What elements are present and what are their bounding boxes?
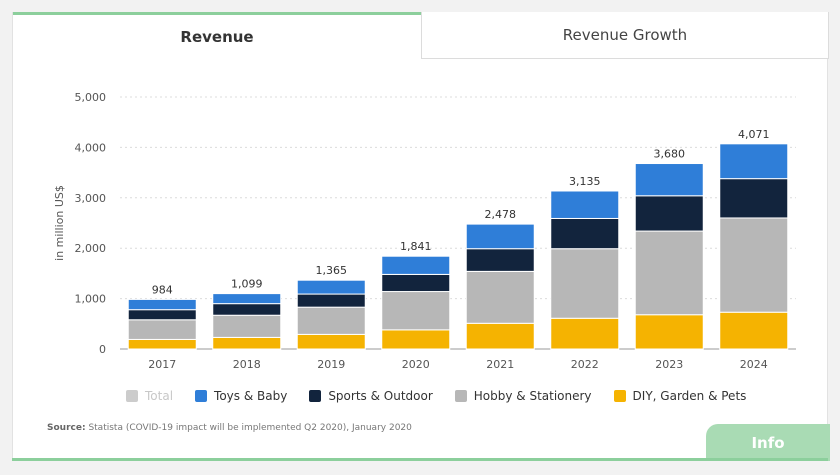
chart-legend: Total Toys & Baby Sports & Outdoor Hobby & …	[126, 389, 768, 403]
total-label: 984	[152, 283, 173, 296]
legend-label: Total	[145, 389, 174, 403]
x-tick-label: 2019	[317, 358, 345, 371]
y-axis-title: in million US$	[53, 185, 66, 261]
x-tick-label: 2023	[655, 358, 683, 371]
legend-label: Toys & Baby	[214, 389, 288, 403]
legend-swatch	[613, 390, 626, 402]
bar-segment	[550, 317, 620, 350]
bar-segment	[465, 248, 535, 272]
card-bottom-accent	[12, 458, 828, 461]
bar-segment	[381, 273, 451, 293]
x-tick-label: 2024	[740, 358, 768, 371]
bar-segment	[127, 298, 197, 311]
bar-segment	[634, 163, 704, 197]
legend-item[interactable]: Total	[126, 389, 173, 403]
bar-segment	[634, 314, 704, 350]
y-tick-label: 1,000	[75, 293, 107, 306]
total-label: 2,478	[485, 208, 517, 221]
bar-segment	[550, 217, 620, 250]
total-label: 1,841	[400, 240, 432, 253]
source-text: Statista (COVID-19 impact will be implem…	[88, 423, 412, 433]
bar-segment	[550, 190, 620, 219]
y-tick-label: 5,000	[75, 91, 107, 104]
bar-segment	[381, 291, 451, 331]
bar-segment	[634, 195, 704, 232]
legend-swatch	[309, 390, 322, 402]
bar-segment	[465, 322, 535, 350]
bar-segment	[719, 178, 789, 219]
bar-segment	[634, 230, 704, 316]
legend-item[interactable]: Sports & Outdoor	[309, 389, 433, 403]
bar-segment	[719, 311, 789, 350]
bar-segment	[127, 338, 197, 350]
bar-segment	[127, 309, 197, 321]
bar-segment	[465, 223, 535, 250]
x-tick-label: 2022	[571, 358, 599, 371]
bar-segment	[212, 293, 282, 305]
y-tick-label: 2,000	[75, 242, 107, 255]
bar-segment	[465, 270, 535, 324]
legend-swatch	[454, 390, 467, 402]
legend-item[interactable]: Toys & Baby	[195, 389, 287, 403]
legend-item[interactable]: Hobby & Stationery	[454, 389, 592, 403]
total-label: 1,365	[316, 264, 348, 277]
bar-segment	[212, 314, 282, 338]
tab-revenue[interactable]: Revenue	[13, 12, 421, 59]
legend-swatch	[195, 390, 208, 402]
bar-segment	[296, 293, 366, 308]
x-tick-label: 2021	[486, 358, 514, 371]
tab-revenue-growth[interactable]: Revenue Growth	[421, 12, 829, 59]
total-label: 1,099	[231, 278, 263, 291]
bar-segment	[296, 333, 366, 350]
source-label: Source:	[47, 423, 86, 433]
legend-label: Hobby & Stationery	[473, 389, 592, 403]
total-label: 3,135	[569, 175, 601, 188]
bar-segment	[381, 255, 451, 275]
bar-segment	[719, 217, 789, 313]
y-tick-label: 3,000	[75, 192, 107, 205]
total-label: 3,680	[654, 148, 686, 161]
bar-segment	[212, 303, 282, 316]
bar-segment	[296, 306, 366, 335]
source-note: Source: Statista (COVID-19 impact will b…	[47, 423, 412, 433]
bar-segment	[550, 248, 620, 319]
legend-swatch	[126, 390, 138, 402]
legend-item[interactable]: DIY, Garden & Pets	[613, 389, 747, 403]
bar-segment	[296, 279, 366, 295]
y-tick-label: 4,000	[75, 141, 107, 154]
x-tick-label: 2018	[233, 358, 261, 371]
x-tick-label: 2020	[402, 358, 430, 371]
info-button[interactable]: Info	[706, 424, 830, 461]
legend-label: Sports & Outdoor	[328, 389, 433, 403]
bar-segment	[212, 336, 282, 350]
bar-segment	[127, 319, 197, 340]
bar-segment	[381, 329, 451, 350]
legend-label: DIY, Garden & Pets	[632, 389, 747, 403]
bar-segment	[719, 143, 789, 180]
total-label: 4,071	[738, 128, 770, 141]
x-tick-label: 2017	[148, 358, 176, 371]
y-tick-label: 0	[99, 343, 106, 356]
